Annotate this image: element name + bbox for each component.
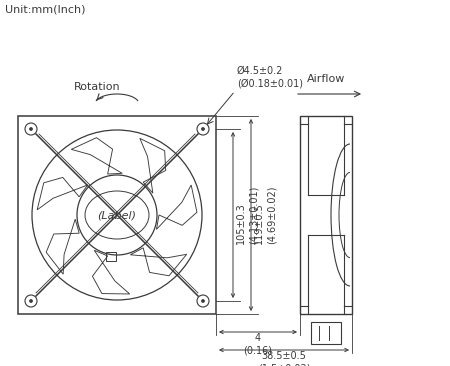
- Text: 38.5±0.5
(1.5±0.02): 38.5±0.5 (1.5±0.02): [258, 351, 310, 366]
- Circle shape: [202, 127, 204, 131]
- Text: 119±0.5
(4.69±0.02): 119±0.5 (4.69±0.02): [254, 186, 276, 244]
- Circle shape: [30, 127, 32, 131]
- Text: 105±0.3
(4.13±0.01): 105±0.3 (4.13±0.01): [236, 186, 258, 244]
- Text: Rotation: Rotation: [74, 82, 120, 92]
- Text: Unit:mm(Inch): Unit:mm(Inch): [5, 4, 86, 14]
- Bar: [18, 116, 216, 314]
- Text: Ø4.5±0.2
(Ø0.18±0.01): Ø4.5±0.2 (Ø0.18±0.01): [237, 66, 303, 89]
- Bar: [106, 252, 116, 261]
- Bar: [300, 116, 352, 314]
- Circle shape: [202, 299, 204, 303]
- Text: Airflow: Airflow: [307, 74, 345, 84]
- Bar: [311, 322, 341, 344]
- Circle shape: [30, 299, 32, 303]
- Text: (Label): (Label): [98, 210, 136, 220]
- Text: 4
(0.16): 4 (0.16): [243, 333, 273, 355]
